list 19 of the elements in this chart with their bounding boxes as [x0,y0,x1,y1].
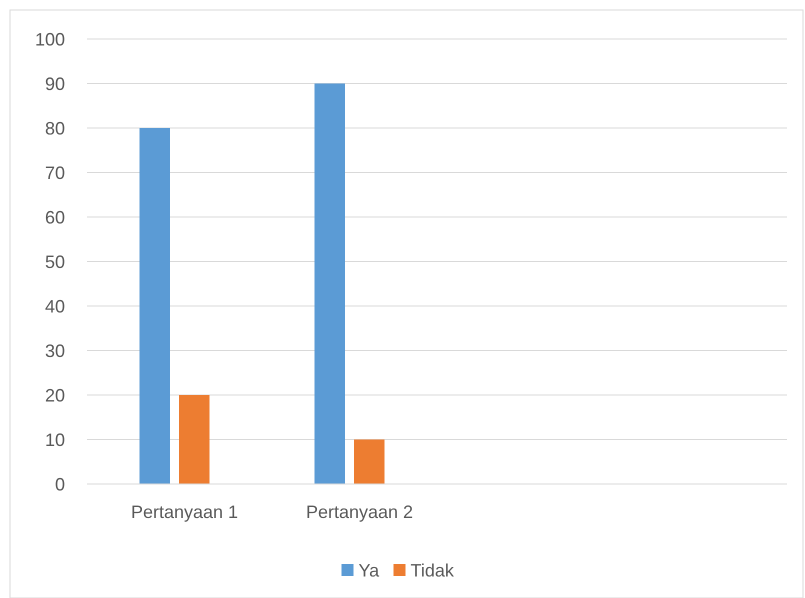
y-tick-label: 0 [54,474,65,494]
legend-label: Ya [358,560,380,580]
y-tick-label: 40 [44,296,65,316]
y-tick-label: 90 [44,74,65,94]
y-tick-label: 10 [44,430,65,450]
y-tick-label: 50 [44,252,65,272]
y-tick-label: 100 [34,29,65,50]
y-tick-label: 20 [44,385,65,406]
y-tick-label: 80 [44,118,65,138]
legend-label: Tidak [410,560,455,580]
y-tick-label: 30 [44,340,65,361]
x-tick-label: Pertanyaan 2 [306,502,414,522]
bar [314,84,345,484]
y-tick-label: 60 [44,207,65,228]
bar [179,395,210,484]
bar [354,440,384,484]
x-tick-label: Pertanyaan 1 [130,502,238,522]
y-tick-label: 70 [44,162,65,183]
bar [140,128,170,484]
